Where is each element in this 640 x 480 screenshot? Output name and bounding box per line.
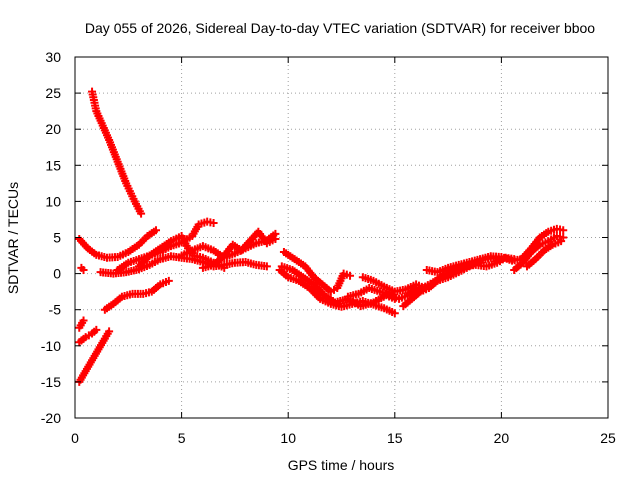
data-point (271, 234, 280, 243)
data-point (79, 265, 88, 274)
series-track-end-rise-c (522, 237, 566, 271)
x-axis-title: GPS time / hours (288, 457, 395, 473)
y-tick-label: 10 (45, 193, 61, 209)
data-point (92, 325, 101, 334)
x-tick-label: 20 (494, 430, 510, 446)
y-tick-label: 15 (45, 157, 61, 173)
series-track-upper-left (75, 226, 161, 262)
y-tick-label: 5 (53, 230, 61, 246)
chart-title: Day 055 of 2026, Sidereal Day-to-day VTE… (85, 20, 595, 36)
series-track-lower-mid (100, 276, 173, 314)
x-tick-label: 15 (387, 430, 403, 446)
data-point (209, 219, 218, 228)
data-point (152, 226, 161, 235)
data-point (137, 209, 146, 218)
y-tick-label: -15 (41, 374, 61, 390)
data-point (557, 237, 566, 246)
y-tick-label: 0 (53, 266, 61, 282)
x-tick-label: 25 (600, 430, 616, 446)
data-layer (75, 87, 568, 386)
series-track-mid-drop-a (279, 247, 355, 296)
tick-layer: 0 5 10 15 20 25 -20 -15 -10 -5 0 5 10 15 20 25 30 (41, 49, 616, 446)
y-tick-label: -20 (41, 410, 61, 426)
series-track-trough (343, 284, 421, 303)
series-track-mid-drop-c (277, 262, 399, 311)
y-axis-title: SDTVAR / TECUs (5, 182, 21, 294)
series-track-lower-left (75, 316, 88, 332)
plot-frame (74, 56, 609, 419)
y-tick-label: 25 (45, 85, 61, 101)
series-track-end-rise-b (518, 224, 568, 262)
data-point (262, 262, 271, 271)
data-point (220, 263, 229, 272)
y-tick-label: 30 (45, 49, 61, 65)
y-tick-label: -5 (49, 302, 62, 318)
data-point (79, 316, 88, 325)
series-track-mid-low (75, 325, 101, 347)
data-point (164, 276, 173, 285)
data-point (105, 327, 114, 336)
x-tick-label: 5 (178, 430, 186, 446)
series-track-steep-descent (88, 87, 146, 218)
x-tick-label: 10 (280, 430, 296, 446)
data-point (346, 271, 355, 280)
y-tick-label: 20 (45, 121, 61, 137)
data-point (390, 309, 399, 318)
series-track-hump-c (198, 227, 280, 272)
x-tick-label: 0 (71, 430, 79, 446)
grid-layer (75, 57, 608, 418)
series-track-dot-left (77, 263, 88, 274)
data-point (559, 226, 568, 235)
series-track-recovery-c (422, 252, 527, 277)
y-tick-label: -10 (41, 338, 61, 354)
series-track-low-rise (75, 327, 114, 386)
